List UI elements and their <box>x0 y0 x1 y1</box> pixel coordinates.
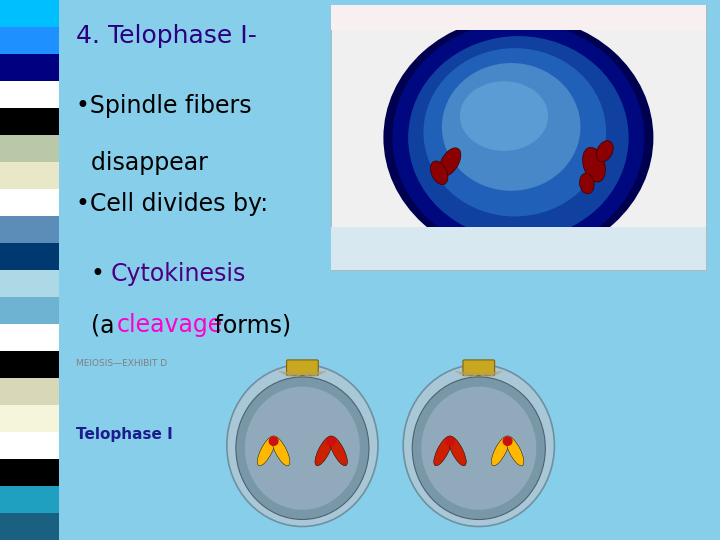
Text: MEIOSIS—EXHIBIT D: MEIOSIS—EXHIBIT D <box>76 359 167 368</box>
Ellipse shape <box>582 147 606 182</box>
FancyBboxPatch shape <box>0 81 59 108</box>
Ellipse shape <box>433 436 452 466</box>
FancyBboxPatch shape <box>0 108 59 135</box>
Ellipse shape <box>227 364 378 526</box>
FancyBboxPatch shape <box>0 243 59 270</box>
Text: Telophase I: Telophase I <box>76 427 172 442</box>
FancyBboxPatch shape <box>0 486 59 513</box>
FancyBboxPatch shape <box>0 270 59 297</box>
FancyBboxPatch shape <box>0 135 59 162</box>
Text: •Cell divides by:: •Cell divides by: <box>76 192 268 215</box>
Text: 4. Telophase I-: 4. Telophase I- <box>76 24 256 48</box>
Ellipse shape <box>421 387 536 510</box>
Ellipse shape <box>245 387 360 510</box>
Text: •Spindle fibers: •Spindle fibers <box>76 94 251 118</box>
Text: disappear: disappear <box>76 151 207 175</box>
Ellipse shape <box>445 436 455 446</box>
FancyBboxPatch shape <box>287 360 318 376</box>
Ellipse shape <box>439 148 461 176</box>
Ellipse shape <box>403 364 554 526</box>
FancyBboxPatch shape <box>0 405 59 432</box>
Ellipse shape <box>431 161 448 185</box>
FancyBboxPatch shape <box>0 351 59 378</box>
FancyBboxPatch shape <box>0 459 59 486</box>
FancyBboxPatch shape <box>331 5 706 270</box>
Ellipse shape <box>383 16 654 259</box>
Text: Cytokinesis: Cytokinesis <box>110 262 246 286</box>
Ellipse shape <box>392 22 644 254</box>
Ellipse shape <box>460 81 548 151</box>
FancyBboxPatch shape <box>0 27 59 54</box>
FancyBboxPatch shape <box>0 162 59 189</box>
FancyBboxPatch shape <box>0 0 59 27</box>
FancyBboxPatch shape <box>331 227 706 270</box>
Ellipse shape <box>596 140 613 162</box>
FancyBboxPatch shape <box>0 378 59 405</box>
FancyBboxPatch shape <box>463 360 495 376</box>
FancyBboxPatch shape <box>0 297 59 324</box>
FancyBboxPatch shape <box>0 54 59 81</box>
Ellipse shape <box>408 36 629 239</box>
FancyBboxPatch shape <box>331 5 706 30</box>
Text: forms): forms) <box>207 313 291 337</box>
FancyBboxPatch shape <box>0 216 59 243</box>
FancyBboxPatch shape <box>0 324 59 351</box>
Ellipse shape <box>448 436 467 466</box>
Ellipse shape <box>505 436 524 466</box>
FancyBboxPatch shape <box>0 513 59 540</box>
FancyBboxPatch shape <box>0 432 59 459</box>
Ellipse shape <box>236 377 369 519</box>
Ellipse shape <box>423 48 606 217</box>
Text: cleavage: cleavage <box>117 313 223 337</box>
Ellipse shape <box>269 436 279 446</box>
Ellipse shape <box>491 436 510 466</box>
Ellipse shape <box>503 436 513 446</box>
Text: (a: (a <box>76 313 122 337</box>
Ellipse shape <box>329 436 348 466</box>
FancyBboxPatch shape <box>0 189 59 216</box>
Ellipse shape <box>442 63 580 191</box>
Ellipse shape <box>413 377 545 519</box>
Ellipse shape <box>315 436 333 466</box>
Ellipse shape <box>257 436 276 466</box>
Text: •: • <box>76 262 112 286</box>
Ellipse shape <box>326 436 336 446</box>
Ellipse shape <box>271 436 290 466</box>
Ellipse shape <box>580 173 594 194</box>
